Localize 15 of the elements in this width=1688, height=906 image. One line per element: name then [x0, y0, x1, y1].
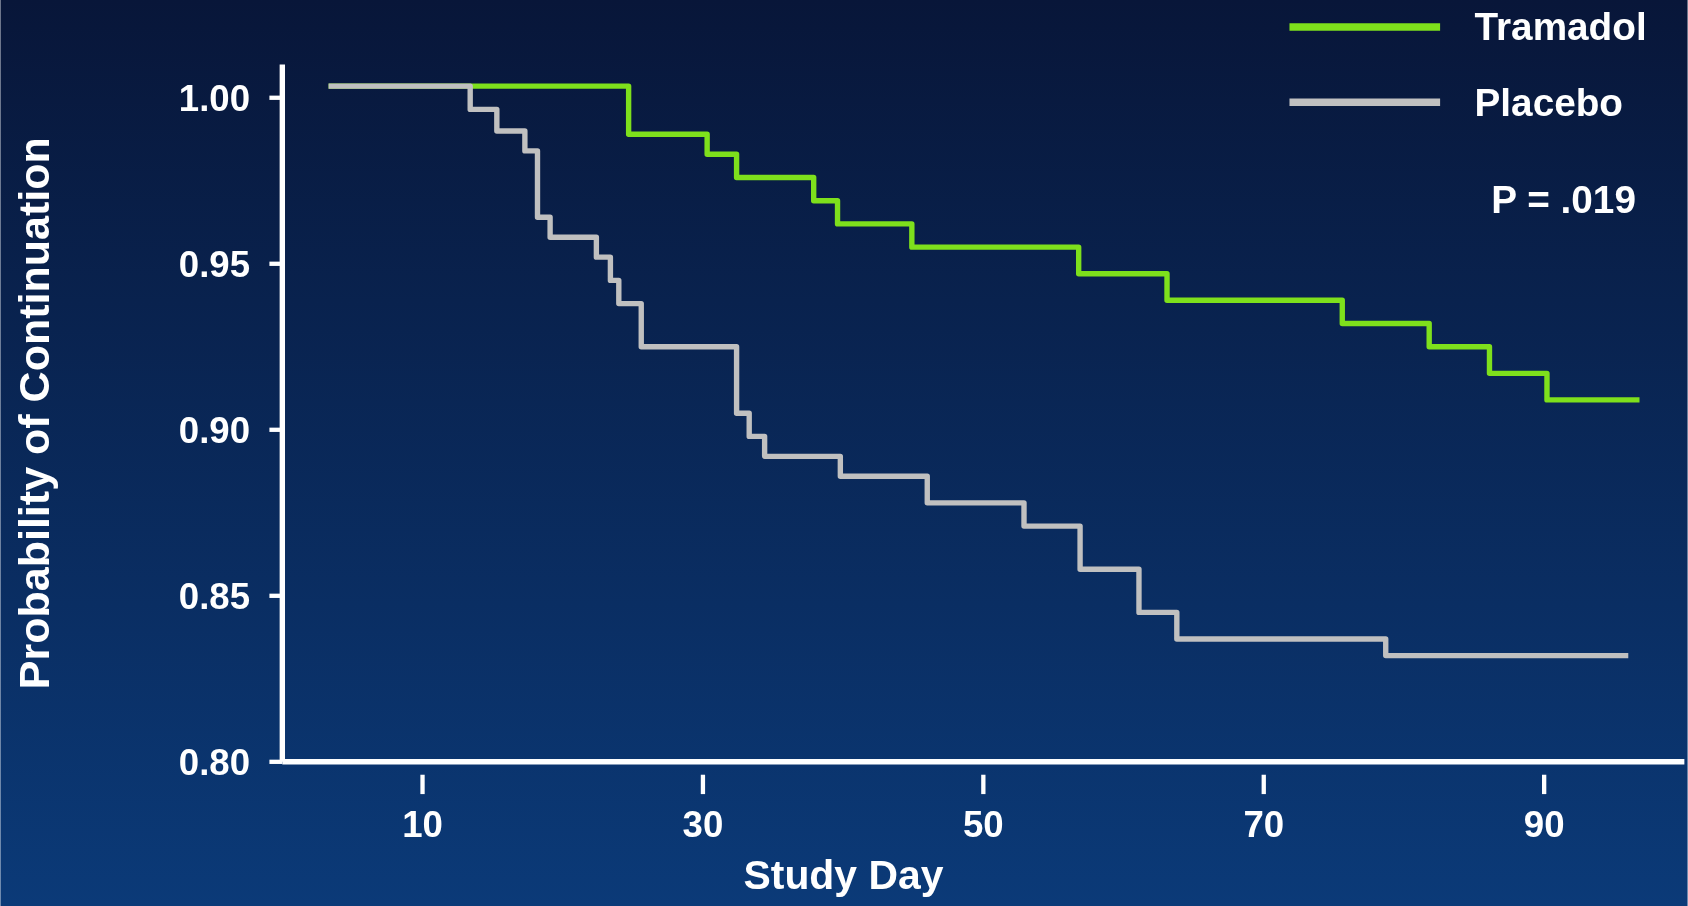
y-tick-label: 1.00 — [178, 77, 251, 119]
y-tick-label: 0.85 — [178, 575, 251, 617]
y-tick-label: 0.90 — [178, 409, 251, 451]
x-tick-label: 10 — [402, 804, 443, 846]
y-tick-label: 0.80 — [178, 741, 251, 783]
y-tick-label: 0.95 — [178, 243, 251, 285]
legend-label: Placebo — [1474, 80, 1624, 124]
x-tick-label: 90 — [1523, 804, 1565, 846]
y-axis-title: Probability of Continuation — [9, 137, 58, 690]
x-tick-label: 30 — [682, 804, 724, 846]
legend-label: Tramadol — [1474, 5, 1647, 49]
annotation: P = .019 — [1491, 177, 1636, 221]
x-tick-label: 50 — [963, 804, 1004, 846]
x-tick-label: 70 — [1243, 804, 1285, 846]
x-axis-title: Study Day — [743, 851, 944, 898]
